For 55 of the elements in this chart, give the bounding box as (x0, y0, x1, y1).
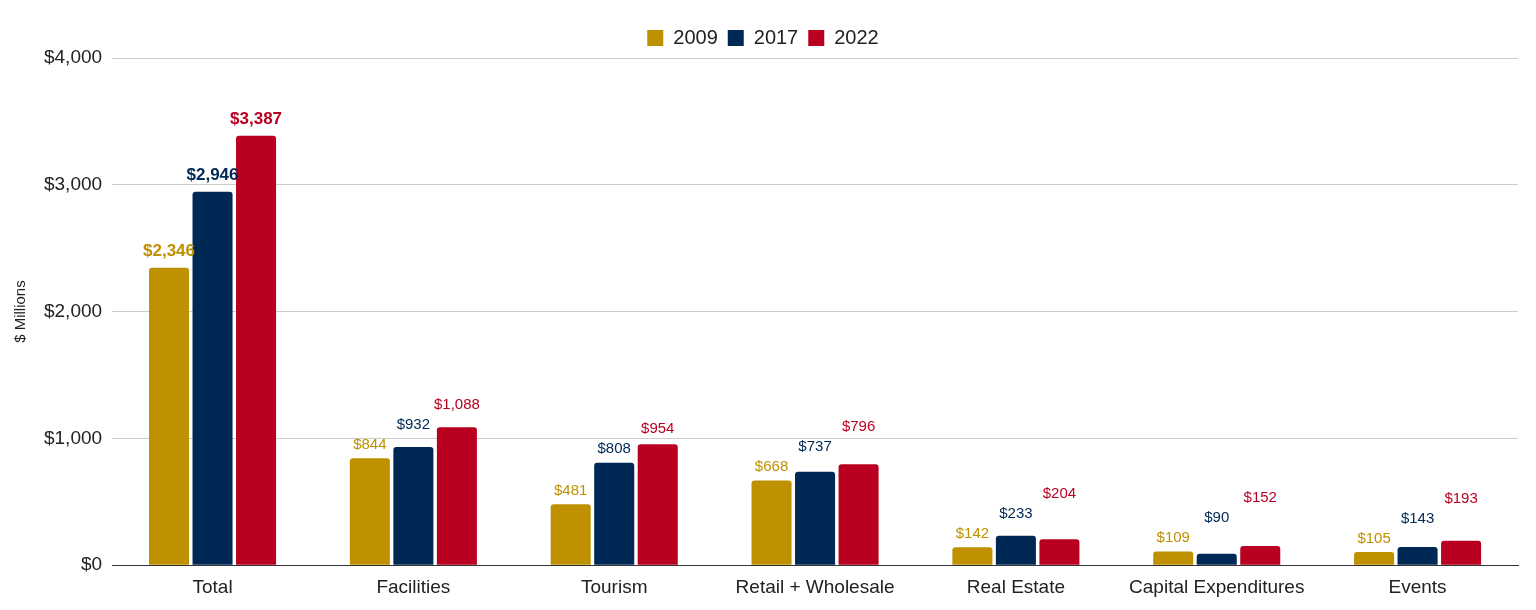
data-label: $481 (554, 480, 588, 498)
y-tick-label: $2,000 (43, 299, 103, 321)
bar (1441, 540, 1482, 565)
bar (995, 535, 1036, 565)
y-tick-label: $1,000 (43, 426, 103, 448)
bar (952, 547, 993, 565)
bar (1397, 547, 1438, 565)
data-label: $808 (597, 439, 631, 457)
data-label: $105 (1357, 528, 1391, 546)
data-label: $796 (841, 417, 876, 435)
bar (436, 427, 477, 565)
x-tick-label: Real Estate (966, 575, 1066, 597)
data-label: $204 (1042, 483, 1077, 501)
bar (236, 135, 277, 565)
data-label: $233 (999, 503, 1033, 521)
x-tick-label: Capital Expenditures (1129, 575, 1305, 597)
bar (550, 504, 591, 565)
bar (751, 480, 792, 565)
data-label: $932 (396, 414, 431, 432)
bar (393, 447, 434, 565)
bar (637, 444, 678, 565)
data-label: $193 (1444, 488, 1478, 506)
y-axis-title: $ Millions (11, 280, 29, 343)
x-tick-label: Events (1388, 575, 1447, 597)
bar (349, 458, 390, 565)
data-label: $90 (1204, 508, 1230, 526)
x-tick-label: Facilities (376, 575, 451, 597)
y-tick-label: $3,000 (43, 173, 103, 195)
bar (1240, 545, 1281, 565)
legend-label: 2009 (673, 25, 718, 48)
data-label: $143 (1400, 508, 1435, 526)
bar (1039, 539, 1080, 565)
data-label: $668 (754, 457, 789, 475)
bar (1354, 551, 1395, 565)
legend-label: 2017 (753, 25, 799, 48)
data-label: $152 (1243, 488, 1277, 506)
legend-label: 2022 (834, 25, 879, 48)
y-tick-label: $4,000 (43, 46, 103, 68)
x-tick-label: Tourism (580, 575, 648, 597)
x-tick-label: Retail + Wholesale (735, 575, 895, 597)
x-tick-label: Total (192, 575, 233, 597)
bar (795, 471, 836, 565)
data-label: $3,387 (230, 108, 283, 128)
bar (1196, 553, 1237, 565)
y-tick-label: $0 (80, 553, 103, 575)
data-label: $142 (955, 523, 990, 541)
data-label: $954 (641, 419, 675, 437)
data-label: $1,088 (433, 394, 480, 412)
bar (1153, 551, 1194, 565)
bar (838, 464, 879, 565)
bar (149, 267, 190, 565)
data-label: $109 (1156, 528, 1190, 546)
data-label: $737 (798, 437, 832, 455)
bar (594, 462, 635, 565)
data-label: $844 (353, 434, 387, 452)
